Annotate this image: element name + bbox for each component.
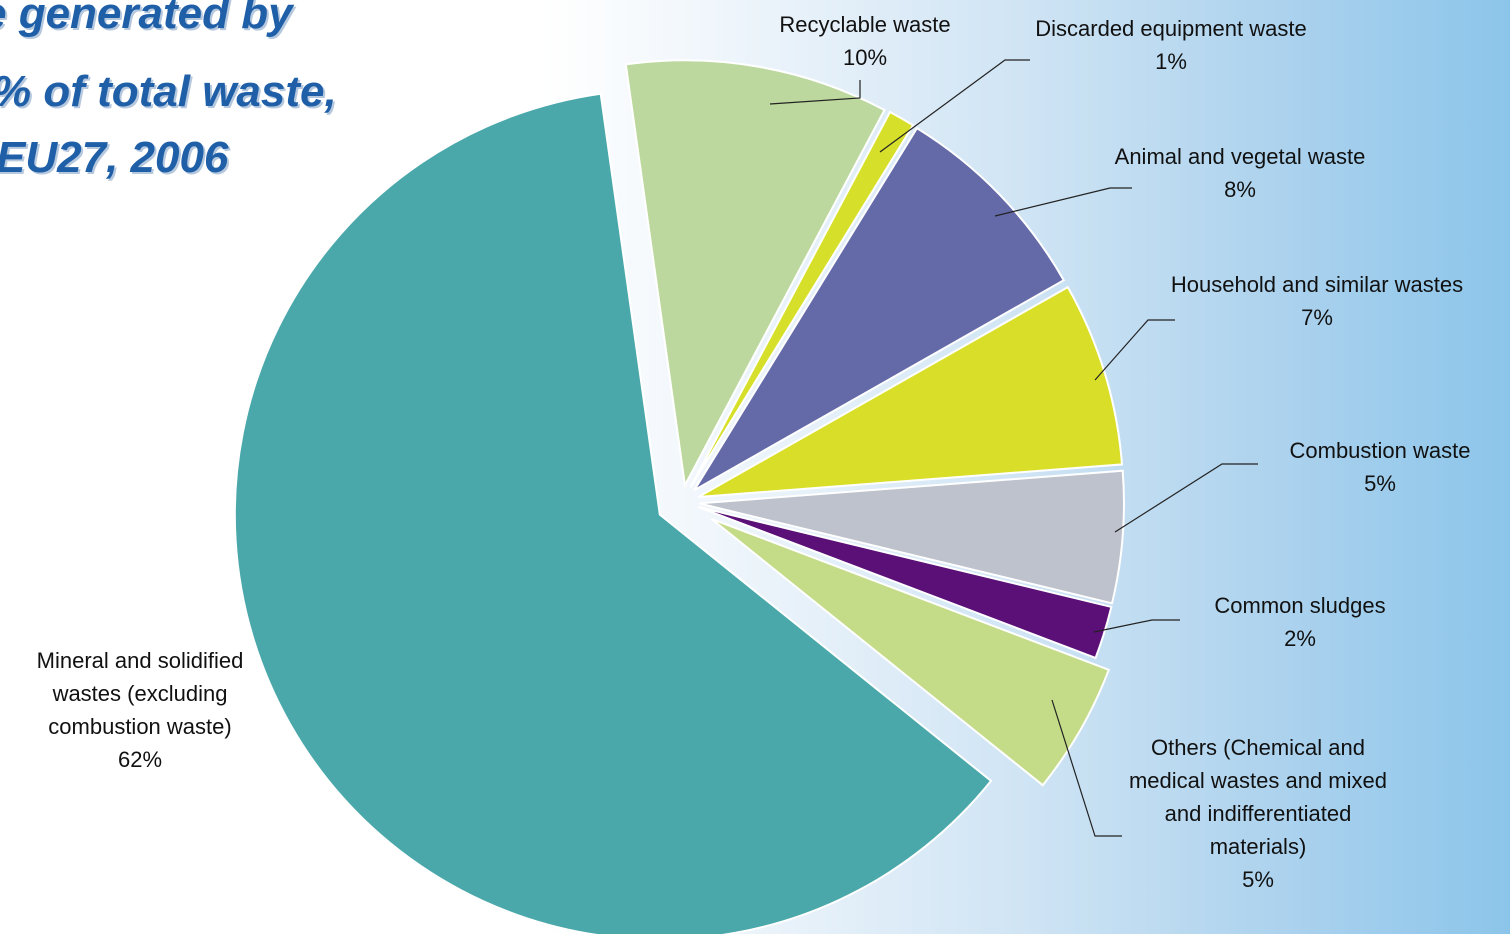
label-animal-vegetal-waste: Animal and vegetal waste 8% — [1110, 140, 1370, 206]
chart-title-line-1: e generated by — [0, 0, 293, 38]
pie-slice-others-chemical-medical — [710, 517, 1111, 787]
pie-slice-animal-vegetal-waste — [693, 126, 1066, 492]
label-animal-vegetal-waste-name: Animal and vegetal waste — [1114, 144, 1366, 169]
leader-line-recyclable-waste — [769, 80, 861, 105]
pie-slice-common-sludges — [697, 506, 1113, 660]
leader-line-animal-vegetal-waste — [994, 187, 1132, 217]
label-combustion-waste-name: Combustion waste — [1289, 438, 1471, 463]
label-recyclable-waste-name: Recyclable waste — [779, 12, 951, 37]
label-mineral-solidified-wastes: Mineral and solidified wastes (excluding… — [6, 644, 274, 776]
label-common-sludges-name: Common sludges — [1214, 593, 1386, 618]
label-combustion-waste: Combustion waste 5% — [1254, 434, 1506, 500]
label-discarded-equipment-waste: Discarded equipment waste 1% — [1032, 12, 1310, 78]
label-common-sludges-pct: 2% — [1284, 626, 1316, 651]
label-household-similar-wastes-pct: 7% — [1301, 305, 1333, 330]
label-animal-vegetal-waste-pct: 8% — [1224, 177, 1256, 202]
label-household-similar-wastes: Household and similar wastes 7% — [1170, 268, 1464, 334]
label-mineral-solidified-wastes-name: Mineral and solidified wastes (excluding… — [36, 648, 244, 739]
chart-title-line-2: % of total waste, — [0, 67, 337, 116]
label-others-chemical-medical-pct: 5% — [1242, 867, 1274, 892]
label-others-chemical-medical: Others (Chemical and medical wastes and … — [1118, 731, 1398, 896]
pie-slice-mineral-solidified-wastes — [233, 92, 993, 934]
leader-line-combustion-waste — [1114, 463, 1258, 533]
label-common-sludges: Common sludges 2% — [1176, 589, 1424, 655]
chart-title-line-3: EU27, 2006 — [0, 133, 229, 182]
label-discarded-equipment-waste-pct: 1% — [1155, 49, 1187, 74]
leader-line-household-similar-wastes — [1094, 319, 1175, 381]
label-recyclable-waste: Recyclable waste 10% — [750, 8, 980, 74]
leader-line-discarded-equipment-waste — [879, 59, 1030, 153]
label-discarded-equipment-waste-name: Discarded equipment waste — [1035, 16, 1307, 41]
leader-line-common-sludges — [1093, 619, 1180, 633]
pie-slice-discarded-equipment-waste — [689, 110, 915, 488]
label-combustion-waste-pct: 5% — [1364, 471, 1396, 496]
label-mineral-solidified-wastes-pct: 62% — [117, 747, 163, 772]
label-recyclable-waste-pct: 10% — [842, 45, 888, 70]
label-household-similar-wastes-name: Household and similar wastes — [1170, 272, 1464, 297]
pie-slice-recyclable-waste — [624, 59, 886, 489]
pie-slice-household-similar-wastes — [697, 285, 1124, 499]
label-others-chemical-medical-name: Others (Chemical and medical wastes and … — [1128, 735, 1387, 859]
pie-slice-combustion-waste — [698, 469, 1125, 605]
leader-line-others-chemical-medical — [1051, 699, 1122, 837]
